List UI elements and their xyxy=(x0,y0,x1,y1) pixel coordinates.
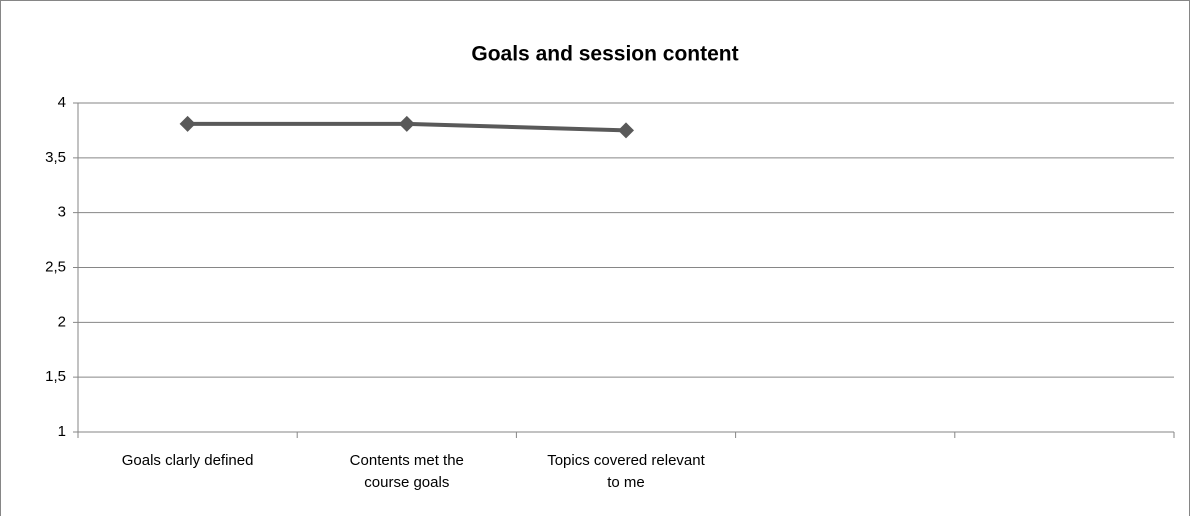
y-tick-label: 2 xyxy=(58,313,66,330)
y-tick-label: 1,5 xyxy=(45,368,66,385)
y-tick-label: 2,5 xyxy=(45,258,66,275)
y-tick-label: 3,5 xyxy=(45,149,66,166)
data-point xyxy=(618,122,634,139)
y-tick-label: 3 xyxy=(58,204,66,221)
y-tick-label: 4 xyxy=(58,94,66,111)
x-tick-label: Contents met the course goals xyxy=(349,452,464,491)
y-tick-label: 1 xyxy=(58,423,66,440)
x-tick-label: Goals clarly defined xyxy=(121,452,254,469)
data-point xyxy=(179,115,196,132)
data-point xyxy=(398,115,415,132)
x-tick-label: Topics covered relevant to me xyxy=(547,452,705,491)
chart-title: Goals and session content xyxy=(471,43,738,66)
